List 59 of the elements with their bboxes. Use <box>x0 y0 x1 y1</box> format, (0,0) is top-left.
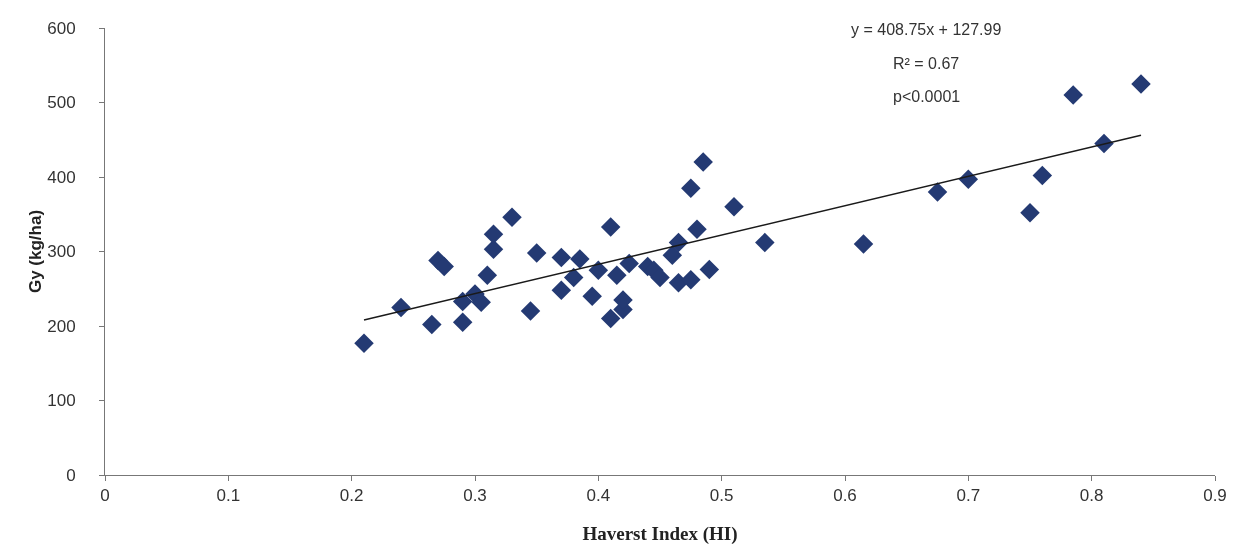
x-tick-label: 0.9 <box>1203 486 1227 506</box>
x-tick-label: 0.4 <box>586 486 611 506</box>
point <box>619 253 639 274</box>
y-tick-label: 0 <box>66 465 76 485</box>
point <box>600 217 621 237</box>
y-axis-title: Gy (kg/ha) <box>26 209 46 294</box>
point <box>693 152 713 172</box>
point <box>502 207 522 227</box>
point <box>471 292 491 312</box>
point <box>724 197 744 217</box>
x-tick-label: 0.2 <box>339 486 364 506</box>
point <box>551 247 572 268</box>
point <box>570 249 590 269</box>
x-tick-label: 0.6 <box>833 486 857 506</box>
y-tick-label: 600 <box>47 18 76 38</box>
point <box>452 312 473 333</box>
point <box>699 259 720 280</box>
annotation: y = 408.75x + 127.99 <box>851 21 1002 38</box>
point <box>600 308 621 329</box>
point <box>434 256 454 277</box>
point <box>668 273 689 293</box>
point <box>853 234 874 254</box>
point <box>520 301 541 321</box>
point <box>422 314 442 335</box>
point <box>687 219 707 239</box>
point <box>526 243 547 263</box>
point <box>551 280 572 300</box>
annotation: R² = 0.67 <box>893 55 960 72</box>
x-tick-label: 0.7 <box>956 486 981 506</box>
point <box>582 286 602 306</box>
x-tick-label: 0.1 <box>216 486 241 506</box>
point <box>1063 85 1083 105</box>
x-tick-label: 0.5 <box>709 486 734 506</box>
x-axis-title: Haverst Index (HI) <box>582 523 738 545</box>
x-tick-label: 0.3 <box>463 486 487 506</box>
annotation: p<0.0001 <box>893 88 961 105</box>
point <box>483 224 504 245</box>
point <box>1020 203 1040 223</box>
point <box>1131 74 1151 94</box>
point <box>483 239 504 260</box>
point <box>662 245 683 265</box>
point <box>1032 165 1053 186</box>
x-tick-label: 0 <box>100 486 110 506</box>
point <box>755 232 775 253</box>
point <box>927 182 948 202</box>
point <box>563 267 584 288</box>
y-tick-label: 100 <box>47 391 76 411</box>
point <box>391 297 411 318</box>
point <box>354 333 374 353</box>
point <box>607 265 627 286</box>
y-tick-label: 300 <box>47 242 76 262</box>
point <box>588 260 609 280</box>
y-tick-label: 400 <box>47 167 76 187</box>
x-tick-label: 0.8 <box>1079 486 1104 506</box>
point <box>681 178 701 198</box>
point <box>477 265 498 286</box>
point <box>681 270 701 290</box>
y-tick-label: 500 <box>47 93 76 113</box>
y-tick-label: 200 <box>47 316 76 336</box>
